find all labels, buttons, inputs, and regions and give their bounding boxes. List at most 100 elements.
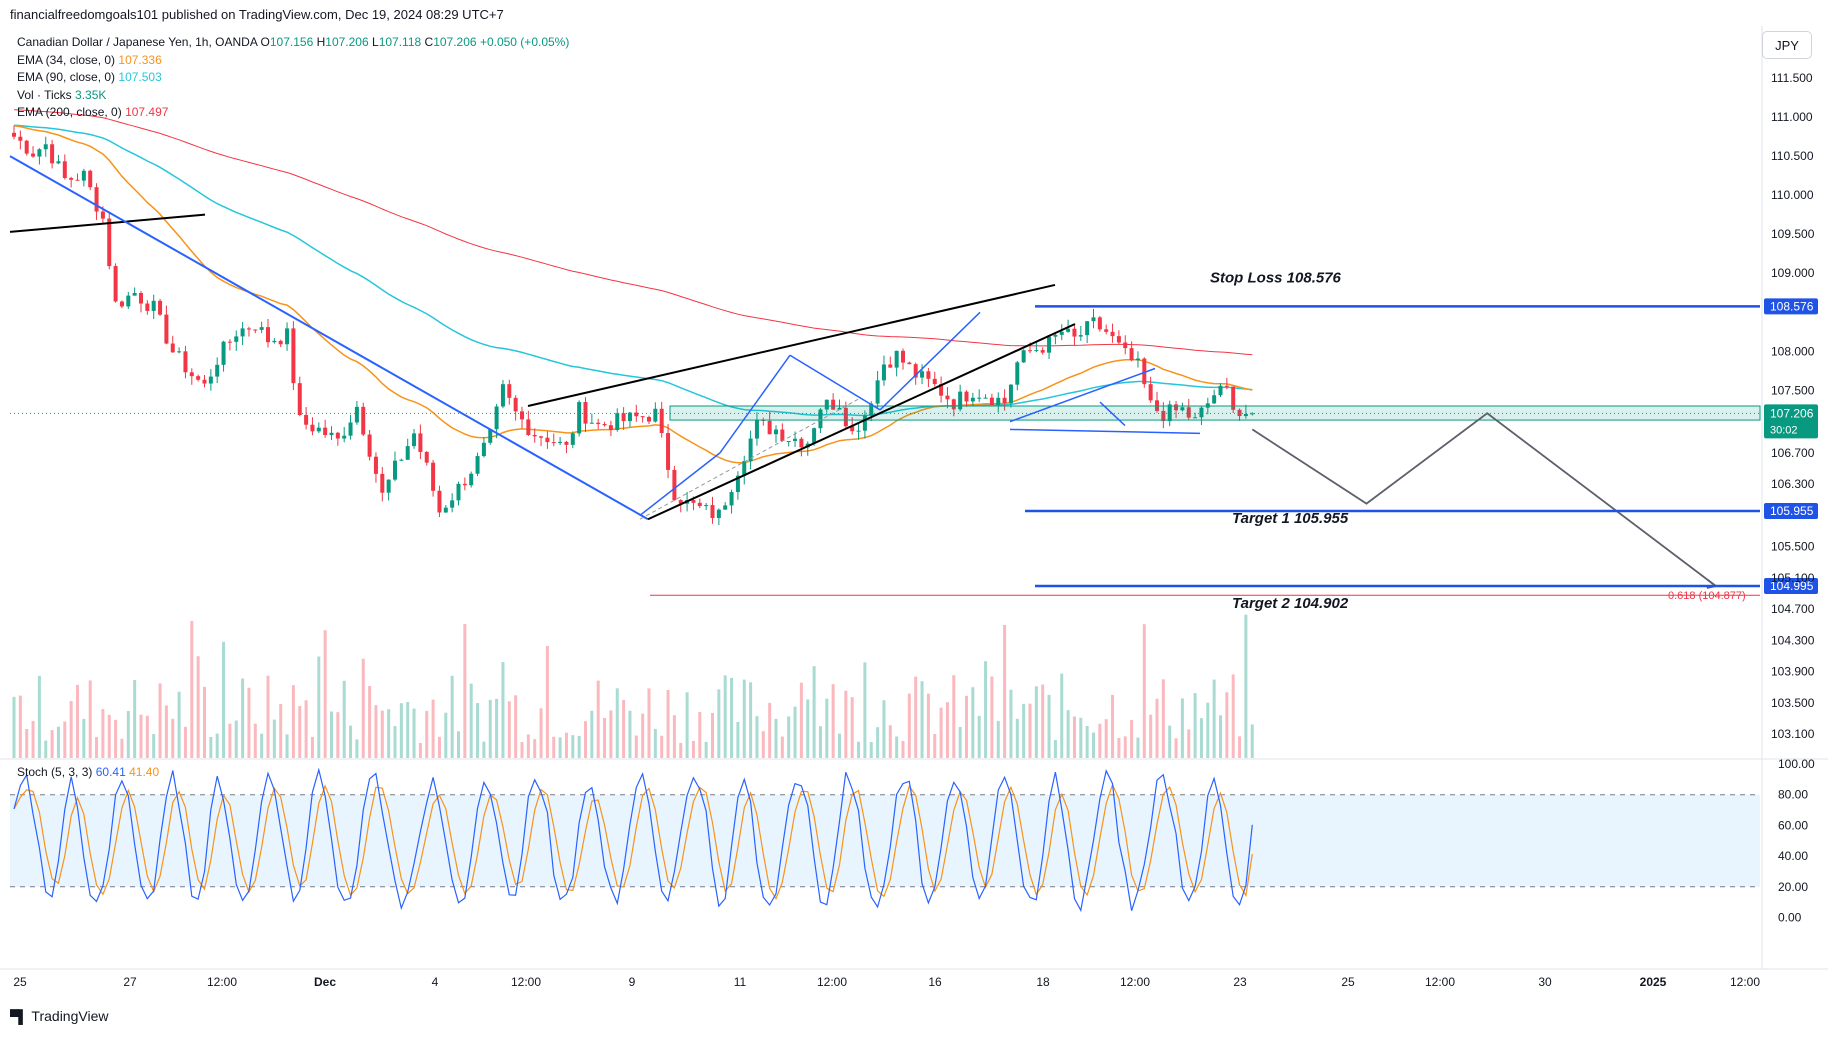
candle-body (424, 451, 429, 463)
volume-bar (25, 728, 29, 758)
time-tick-label: 12:00 (1120, 975, 1150, 989)
candle-body (62, 161, 67, 178)
candle-body (291, 328, 296, 384)
fib-label: 0.618 (104.877) (1668, 590, 1746, 602)
time-tick-label: 12:00 (817, 975, 847, 989)
ema200-row[interactable]: EMA (200, close, 0) 107.497 (17, 104, 569, 122)
candle-body (443, 507, 448, 513)
volume-bar (387, 709, 391, 758)
volume-bar (647, 688, 651, 758)
candle-body (1167, 404, 1172, 422)
ema90-row[interactable]: EMA (90, close, 0) 107.503 (17, 69, 569, 87)
candle-body (18, 136, 23, 141)
volume-bar (1174, 738, 1178, 758)
candle-body (1231, 386, 1236, 410)
volume-bar (628, 710, 632, 758)
candle-body (780, 429, 785, 442)
volume-bar (1009, 689, 1013, 758)
candle-body (113, 266, 118, 302)
volume-bar (876, 727, 880, 758)
candle-body (558, 441, 563, 443)
candle-body (551, 442, 556, 444)
volume-bar (1060, 673, 1064, 758)
volume-bar (1130, 720, 1134, 758)
candle-body (266, 327, 270, 343)
volume-bar (476, 703, 480, 758)
candle-body (31, 153, 36, 157)
volume-bar (1212, 679, 1216, 758)
resistance-zone (669, 405, 1761, 421)
volume-bar (63, 721, 67, 758)
candle-body (1180, 407, 1185, 411)
candle-body (1059, 331, 1064, 335)
symbol-row[interactable]: Canadian Dollar / Japanese Yen, 1h, OAND… (17, 34, 569, 52)
time-tick-label: 30 (1538, 975, 1552, 989)
candle-body (1135, 358, 1140, 361)
price-tick-label: 111.500 (1771, 71, 1813, 85)
volume-bar (1041, 684, 1045, 758)
volume-bar (304, 700, 308, 758)
volume-bar (736, 721, 740, 758)
candle-body (1078, 335, 1083, 337)
time-tick-label: 12:00 (207, 975, 237, 989)
candle-body (1193, 417, 1198, 419)
volume-bar (139, 714, 143, 758)
volume-bar (88, 680, 92, 758)
volume-bar (622, 699, 626, 758)
candle-body (177, 351, 182, 353)
candle-body (316, 427, 321, 432)
volume-bar (615, 688, 619, 758)
candle-body (170, 343, 175, 353)
volume-bar (457, 731, 460, 758)
candle-body (348, 422, 353, 436)
candle-body (507, 384, 512, 398)
candle-body (1085, 321, 1090, 336)
volume-bar (1117, 738, 1121, 758)
candle-body (1066, 328, 1071, 332)
low-label: L (372, 35, 379, 49)
candle-body (564, 441, 569, 445)
time-tick-label: 12:00 (1425, 975, 1455, 989)
candle-body (12, 132, 16, 137)
candle-body (1148, 384, 1153, 401)
candle-body (570, 433, 575, 445)
volume-bar (577, 735, 581, 758)
downtrend-line (9, 155, 649, 521)
price-tick-label: 103.500 (1771, 696, 1815, 710)
candle-body (545, 437, 550, 443)
candle-body (539, 436, 544, 438)
currency-button[interactable]: JPY (1762, 31, 1812, 59)
volume-bar (203, 686, 206, 758)
stoch-legend[interactable]: Stoch (5, 3, 3) 60.41 41.40 (17, 765, 159, 779)
volume-bar (82, 718, 86, 758)
volume-bar (806, 699, 810, 758)
candle-body (526, 419, 531, 436)
candle-body (1008, 384, 1013, 404)
volume-bar (228, 723, 232, 758)
candle-body (875, 380, 880, 404)
candle-body (634, 412, 639, 417)
candle-body (1028, 350, 1032, 352)
candle-body (240, 328, 245, 337)
level-tag (1764, 298, 1818, 315)
tradingview-logo[interactable]: ▀▌ TradingView (10, 1008, 108, 1024)
candle-body (691, 500, 696, 503)
volume-bar (825, 698, 829, 758)
current-price-tag (1764, 404, 1818, 439)
level-label-stop-loss: Stop Loss 108.576 (1210, 269, 1342, 286)
volume-bar (95, 737, 99, 758)
wedge-line-top-left (9, 213, 206, 233)
level-tag-text: 104.995 (1770, 579, 1814, 593)
candle-body (246, 328, 251, 330)
volume-row[interactable]: Vol · Ticks 3.35K (17, 87, 569, 105)
time-tick-label: 9 (629, 975, 636, 989)
volume-bar (863, 662, 867, 758)
ema34-row[interactable]: EMA (34, close, 0) 107.336 (17, 52, 569, 70)
symbol-name[interactable]: Canadian Dollar / Japanese Yen, 1h, OAND… (17, 35, 258, 49)
chart-legend: Canadian Dollar / Japanese Yen, 1h, OAND… (17, 34, 569, 122)
volume-bar (298, 706, 302, 758)
volume-bar (495, 698, 499, 758)
candle-body (818, 409, 823, 429)
